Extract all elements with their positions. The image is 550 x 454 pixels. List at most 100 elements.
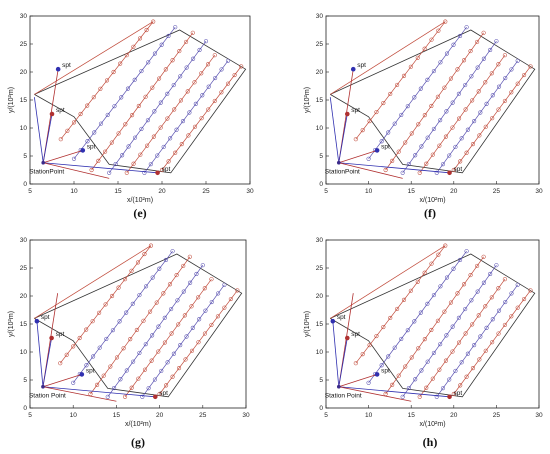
sweep-marker [98, 121, 104, 126]
station-link [42, 113, 53, 163]
sweep-marker [401, 73, 407, 78]
panel-label: (e) [133, 206, 146, 220]
sweep-marker [175, 298, 180, 303]
sweep-marker [434, 170, 439, 175]
sweep-marker [390, 382, 395, 387]
sweep-marker [183, 357, 188, 362]
sweep-marker [470, 322, 475, 327]
transit-line [330, 245, 446, 319]
sweep-marker [481, 56, 486, 61]
sweep-marker [164, 383, 169, 388]
sweep-marker [465, 127, 470, 132]
chart-panel: 5 10 15 20 25 30051015202530x/(10²m)y/(10²m)S… [304, 13, 543, 220]
x-tick-label: 15 [114, 188, 122, 195]
sweep-marker [453, 144, 458, 150]
sweep-marker [124, 53, 129, 58]
sweep-marker [464, 150, 469, 155]
sweep-marker [468, 273, 473, 278]
sweep-marker [509, 90, 514, 95]
y-axis-label: y/(10²m) [304, 87, 311, 113]
sweep-marker [448, 76, 454, 81]
spt-label: spt [56, 107, 65, 114]
station-link [329, 97, 340, 163]
y-axis-label: y/(10²m) [8, 311, 15, 337]
sweep-marker [104, 336, 109, 342]
y-tick-label: 15 [316, 321, 324, 328]
y-tick-label: 25 [20, 41, 28, 48]
sweep-marker [137, 36, 143, 41]
sweep-marker [139, 126, 144, 132]
sweep-line [355, 245, 446, 364]
sweep-marker [515, 81, 520, 86]
sweep-marker [163, 257, 169, 263]
sweep-marker [194, 271, 199, 277]
sweep-marker [172, 107, 177, 112]
sweep-marker [475, 289, 480, 294]
sweep-marker [515, 282, 520, 287]
sweep-marker [65, 128, 70, 133]
x-tick-label: 10 [365, 412, 373, 419]
sweep-marker [472, 343, 477, 348]
sweep-marker [132, 135, 138, 140]
station-link [338, 162, 403, 179]
sweep-marker [85, 103, 90, 108]
sweep-marker [176, 322, 181, 327]
sweep-marker [416, 122, 421, 127]
sweep-marker [419, 368, 424, 373]
spt-marker [155, 170, 160, 176]
y-tick-label: 20 [20, 293, 28, 300]
sweep-marker [174, 273, 179, 278]
x-tick-label: 20 [450, 412, 458, 419]
y-tick-label: 10 [20, 349, 28, 356]
sweep-marker [502, 53, 507, 58]
sweep-marker [425, 301, 430, 306]
sweep-line [368, 26, 467, 160]
sweep-marker [408, 64, 413, 69]
sweep-marker [417, 170, 422, 175]
sweep-marker [522, 296, 527, 302]
sweep-marker [159, 368, 164, 374]
sweep-marker [171, 351, 176, 356]
sweep-line [91, 32, 194, 171]
sweep-marker [134, 327, 139, 333]
sweep-marker [483, 304, 488, 309]
sweep-marker [122, 277, 128, 282]
spt-label: spt [351, 331, 360, 338]
sweep-marker [156, 349, 161, 354]
x-tick-label: 30 [246, 188, 254, 195]
sweep-marker [212, 53, 217, 58]
spt-marker [345, 335, 350, 341]
sweep-marker [124, 170, 129, 175]
spt-label: spt [41, 314, 50, 321]
sweep-marker [470, 366, 476, 371]
x-axis-label: x/(10²m) [419, 197, 445, 204]
sweep-marker [477, 133, 482, 138]
sweep-marker [84, 363, 89, 368]
station-link [338, 386, 450, 398]
sweep-marker [496, 308, 502, 313]
x-tick-label: 30 [242, 412, 250, 419]
sweep-marker [450, 324, 455, 329]
sweep-marker [85, 139, 90, 144]
sweep-marker [413, 153, 418, 158]
sweep-marker [461, 58, 467, 63]
x-tick-label: 10 [365, 188, 373, 195]
sweep-marker [189, 348, 195, 353]
sweep-marker [431, 68, 436, 74]
sweep-line [73, 26, 176, 160]
sweep-marker [90, 319, 95, 324]
x-axis-label: x/(10²m) [419, 421, 445, 428]
spt-label: spt [56, 331, 65, 338]
sweep-marker [430, 152, 435, 157]
sweep-marker [429, 327, 434, 333]
sweep-marker [222, 305, 227, 310]
sweep-marker [203, 308, 208, 313]
sweep-marker [199, 116, 204, 121]
sweep-marker [489, 71, 494, 76]
sweep-marker [419, 144, 424, 149]
sweep-marker [496, 286, 501, 291]
sweep-marker [95, 382, 100, 387]
y-tick-label: 20 [316, 69, 324, 76]
chart-panel: 5 10 15 20 25 30051015202530x/(10²m)y/(10²m)S… [8, 237, 250, 449]
